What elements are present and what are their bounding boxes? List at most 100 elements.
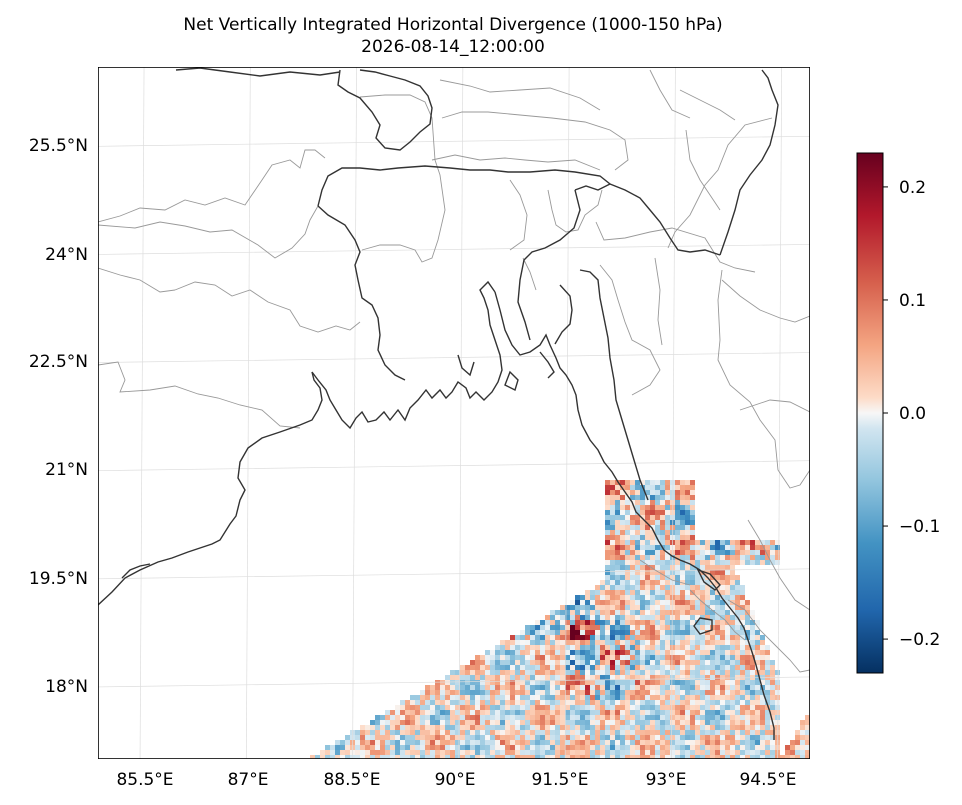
divergence-cell: [615, 665, 620, 670]
divergence-cell: [485, 740, 490, 745]
divergence-cell: [755, 550, 760, 555]
divergence-cell: [725, 660, 730, 665]
divergence-cell: [395, 755, 400, 759]
divergence-cell: [595, 715, 600, 720]
divergence-cell: [650, 540, 655, 545]
divergence-cell: [640, 605, 645, 610]
divergence-cell: [745, 630, 750, 635]
divergence-cell: [390, 740, 395, 745]
divergence-cell: [405, 720, 410, 725]
divergence-cell: [455, 750, 460, 755]
divergence-cell: [630, 650, 635, 655]
divergence-cell: [665, 570, 670, 575]
divergence-cell: [700, 740, 705, 745]
divergence-cell: [565, 625, 570, 630]
divergence-cell: [660, 680, 665, 685]
divergence-cell: [660, 560, 665, 565]
divergence-cell: [640, 750, 645, 755]
divergence-cell: [690, 635, 695, 640]
divergence-cell: [745, 685, 750, 690]
divergence-cell: [480, 700, 485, 705]
divergence-cell: [480, 755, 485, 759]
divergence-cell: [505, 685, 510, 690]
divergence-cell: [575, 600, 580, 605]
divergence-cell: [675, 525, 680, 530]
divergence-cell: [550, 685, 555, 690]
divergence-cell: [685, 555, 690, 560]
divergence-cell: [390, 745, 395, 750]
divergence-cell: [475, 670, 480, 675]
divergence-cell: [460, 755, 465, 759]
divergence-cell: [590, 690, 595, 695]
divergence-cell: [460, 670, 465, 675]
divergence-cell: [525, 670, 530, 675]
divergence-cell: [475, 740, 480, 745]
divergence-cell: [640, 715, 645, 720]
divergence-cell: [805, 730, 810, 735]
divergence-cell: [720, 545, 725, 550]
divergence-cell: [730, 725, 735, 730]
meridian-line: [245, 67, 251, 759]
divergence-cell: [585, 755, 590, 759]
divergence-cell: [600, 585, 605, 590]
divergence-cell: [625, 515, 630, 520]
divergence-cell: [675, 585, 680, 590]
divergence-cell: [595, 605, 600, 610]
divergence-cell: [525, 740, 530, 745]
divergence-cell: [570, 600, 575, 605]
divergence-cell: [525, 675, 530, 680]
divergence-cell: [725, 635, 730, 640]
divergence-cell: [550, 745, 555, 750]
divergence-cell: [650, 515, 655, 520]
divergence-cell: [460, 690, 465, 695]
divergence-cell: [655, 625, 660, 630]
divergence-cell: [435, 720, 440, 725]
divergence-cell: [500, 675, 505, 680]
divergence-cell: [670, 710, 675, 715]
divergence-cell: [455, 675, 460, 680]
divergence-cell: [685, 580, 690, 585]
divergence-cell: [665, 690, 670, 695]
divergence-cell: [640, 510, 645, 515]
divergence-cell: [750, 625, 755, 630]
divergence-cell: [585, 660, 590, 665]
divergence-cell: [620, 610, 625, 615]
divergence-cell: [610, 555, 615, 560]
divergence-cell: [585, 645, 590, 650]
divergence-cell: [550, 690, 555, 695]
divergence-cell: [620, 520, 625, 525]
divergence-cell: [695, 550, 700, 555]
divergence-cell: [605, 500, 610, 505]
coastlines: [98, 67, 779, 740]
divergence-cell: [685, 625, 690, 630]
divergence-cell: [750, 680, 755, 685]
divergence-cell: [450, 730, 455, 735]
divergence-cell: [665, 510, 670, 515]
divergence-cell: [645, 615, 650, 620]
divergence-cell: [425, 755, 430, 759]
divergence-cell: [595, 675, 600, 680]
divergence-cell: [485, 700, 490, 705]
divergence-cell: [665, 540, 670, 545]
divergence-cell: [665, 500, 670, 505]
divergence-cell: [805, 740, 810, 745]
divergence-cell: [530, 735, 535, 740]
divergence-cell: [540, 680, 545, 685]
divergence-cell: [440, 715, 445, 720]
divergence-cell: [540, 635, 545, 640]
divergence-cell: [580, 695, 585, 700]
divergence-cell: [700, 710, 705, 715]
divergence-cell: [585, 665, 590, 670]
divergence-cell: [710, 545, 715, 550]
divergence-cell: [710, 735, 715, 740]
divergence-cell: [445, 745, 450, 750]
divergence-cell: [765, 715, 770, 720]
divergence-cell: [770, 685, 775, 690]
divergence-cell: [365, 730, 370, 735]
divergence-cell: [605, 690, 610, 695]
divergence-cell: [635, 635, 640, 640]
divergence-cell: [620, 705, 625, 710]
divergence-cell: [640, 640, 645, 645]
divergence-cell: [615, 575, 620, 580]
divergence-cell: [745, 755, 750, 759]
